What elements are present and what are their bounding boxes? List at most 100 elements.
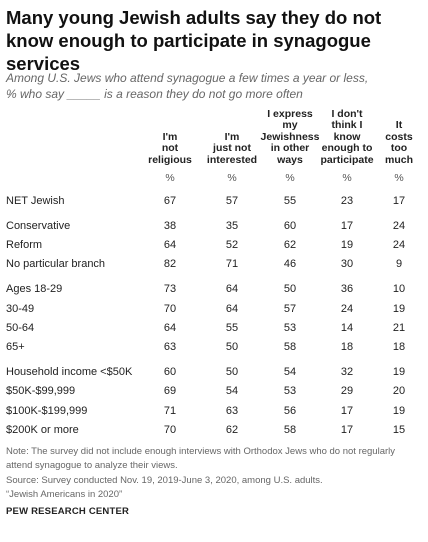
cell-value: 57 [225,195,239,207]
cell-value: 14 [340,321,354,334]
column-header: I'm [224,130,240,143]
cell-value: 24 [340,302,354,315]
cell-value: 63 [163,341,177,354]
cell-value: 56 [283,404,297,417]
column-header: not [161,142,179,154]
cell-value: 35 [225,219,239,232]
cell-value: 64 [225,302,239,315]
cell-value: 38 [163,219,177,232]
row-label: $200K or more [6,423,79,436]
cell-value: 55 [225,321,239,334]
row-label: NET Jewish [6,195,65,207]
row-label: Reform [6,239,43,252]
cell-value: 32 [340,365,354,378]
cell-value: 58 [283,423,297,436]
row-label: No particular branch [6,258,106,271]
column-header: think I [331,119,363,131]
cell-value: 19 [392,302,406,315]
cell-value: 62 [225,423,239,436]
cell-value: 73 [163,283,177,296]
cell-value: 67 [163,195,177,207]
column-header: I'm [162,130,178,143]
row-label: Conservative [6,219,71,232]
cell-value: 17 [340,219,354,232]
cell-value: 50 [225,365,239,378]
cell-value: 17 [340,404,354,417]
row-label: 65+ [6,341,25,354]
cell-value: 46 [283,258,297,271]
percent-sign: % [342,172,352,184]
report: “Jewish Americans in 2020” [6,489,123,500]
percent-sign: % [165,172,175,184]
cell-value: 64 [163,239,177,252]
row-label: 50-64 [6,321,35,334]
cell-value: 21 [392,321,406,334]
cell-value: 63 [225,404,239,417]
column-header: religious [148,153,192,166]
cell-value: 9 [395,258,403,271]
column-header: in other [270,142,310,154]
percent-sign: % [285,172,295,184]
column-header: costs [385,130,413,143]
cell-value: 69 [163,385,177,398]
cell-value: 53 [283,385,297,398]
cell-value: 20 [392,385,406,398]
cell-value: 64 [225,283,239,296]
row-label: Ages 18-29 [6,283,63,296]
brand: PEW RESEARCH CENTER [6,506,130,517]
row-label: $100K-$199,999 [6,404,88,417]
row-label: $50K-$99,999 [6,385,76,398]
cell-value: 58 [283,341,297,354]
cell-value: 54 [225,385,239,398]
cell-value: 53 [283,321,297,334]
cell-value: 17 [392,195,406,207]
cell-value: 54 [283,365,297,378]
cell-value: 24 [392,219,406,232]
note: Note: The survey did not include enough … [6,446,396,471]
cell-value: 60 [283,219,297,232]
cell-value: 19 [392,365,406,378]
column-header: just not [213,142,251,154]
cell-value: 71 [225,258,239,271]
cell-value: 19 [392,404,406,417]
cell-value: 70 [163,423,177,436]
cell-value: 36 [340,283,354,296]
cell-value: 70 [163,302,177,315]
cell-value: 24 [392,239,406,252]
subtitle-line: Among U.S. Jews who attend synagogue a f… [6,71,369,85]
cell-value: 60 [163,365,177,378]
cell-value: 52 [225,239,239,252]
title: Many young Jewish adults say they do not… [6,7,382,74]
row-label: 30-49 [6,302,35,315]
cell-value: 18 [392,341,406,354]
column-header: It [395,119,403,131]
column-header: too [390,142,408,154]
cell-value: 82 [163,258,177,271]
percent-sign: % [227,172,237,184]
cell-value: 55 [283,195,297,207]
cell-value: 62 [283,239,297,252]
column-header: participate [320,153,374,166]
cell-value: 17 [340,423,354,436]
row-label: Household income <$50K [6,365,133,378]
cell-value: 29 [340,385,354,398]
source: Source: Survey conducted Nov. 19, 2019-J… [6,475,323,486]
column-header: interested [206,153,258,166]
cell-value: 64 [163,321,177,334]
column-header: enough to [321,142,373,154]
cell-value: 19 [340,239,354,252]
column-header: ways [277,153,303,166]
cell-value: 30 [340,258,354,271]
subtitle-line: % who say _____ is a reason they do not … [6,87,303,101]
cell-value: 50 [283,283,297,296]
column-header: my [282,119,298,131]
cell-value: 71 [163,404,177,417]
cell-value: 50 [225,341,239,354]
column-header: Jewishness [260,130,320,143]
cell-value: 57 [283,302,297,315]
cell-value: 18 [340,341,354,354]
column-header: know [333,130,361,143]
cell-value: 10 [392,283,406,296]
cell-value: 23 [340,195,354,207]
